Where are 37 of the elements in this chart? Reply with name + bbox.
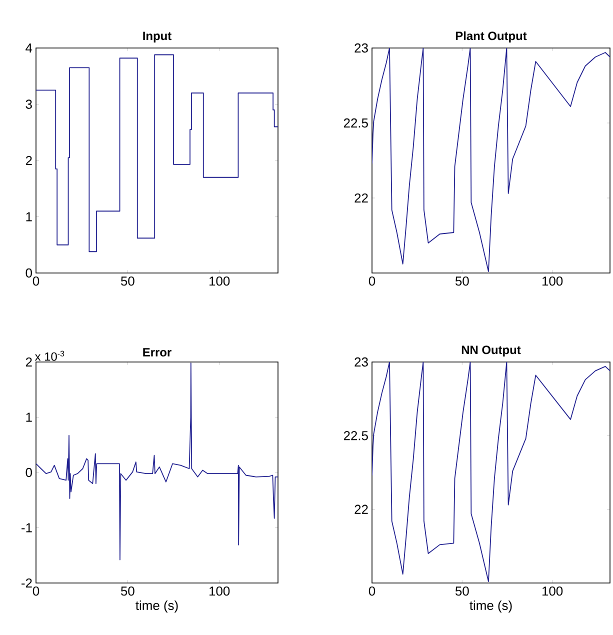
y-tick-label: 22.5 [344, 431, 368, 440]
x-tick-label: 100 [542, 586, 563, 596]
y-tick-label: 0 [26, 468, 32, 478]
x-tick-label: 50 [455, 276, 469, 286]
y-tick-label: 2 [26, 357, 32, 367]
chart-title: Plant Output [456, 31, 527, 42]
y-tick-label: 22 [354, 504, 368, 514]
x-tick-label: 100 [542, 276, 563, 286]
chart-title: NN Output [462, 346, 521, 356]
x-tick-label: 0 [368, 586, 376, 596]
x-tick-label: 0 [32, 586, 40, 596]
x-axis-title: time (s) [136, 600, 178, 613]
x-axis-title: time (s) [470, 600, 512, 613]
x-tick-label: 50 [120, 586, 134, 596]
y-tick-label: 4 [26, 44, 32, 52]
y-tick-label: 1 [26, 212, 32, 222]
y-tick-label: -2 [22, 578, 32, 588]
y-tick-label: 0 [26, 268, 32, 278]
x-tick-label: 50 [455, 586, 469, 596]
y-tick-label: 23 [354, 43, 368, 53]
y-tick-label: 23 [354, 357, 368, 367]
y-tick-label: -1 [22, 523, 32, 532]
y-tick-label: 1 [26, 412, 32, 422]
line-series [372, 362, 610, 582]
chart-title: Input [143, 32, 172, 42]
x-tick-label: 0 [368, 276, 376, 286]
y-tick-label: 22.5 [344, 118, 368, 128]
x-tick-label: 100 [210, 276, 230, 286]
text: x 10$^{-3}$ [34, 350, 64, 361]
chart-title: Error [143, 348, 172, 356]
x-tick-label: 0 [32, 276, 40, 286]
x-tick-label: 50 [120, 276, 134, 286]
x-tick-label: 100 [210, 586, 230, 596]
line-series [372, 48, 610, 272]
y-tick-label: 3 [26, 100, 32, 109]
y-tick-label: 22 [354, 193, 368, 203]
y-tick-label: 2 [26, 156, 32, 166]
